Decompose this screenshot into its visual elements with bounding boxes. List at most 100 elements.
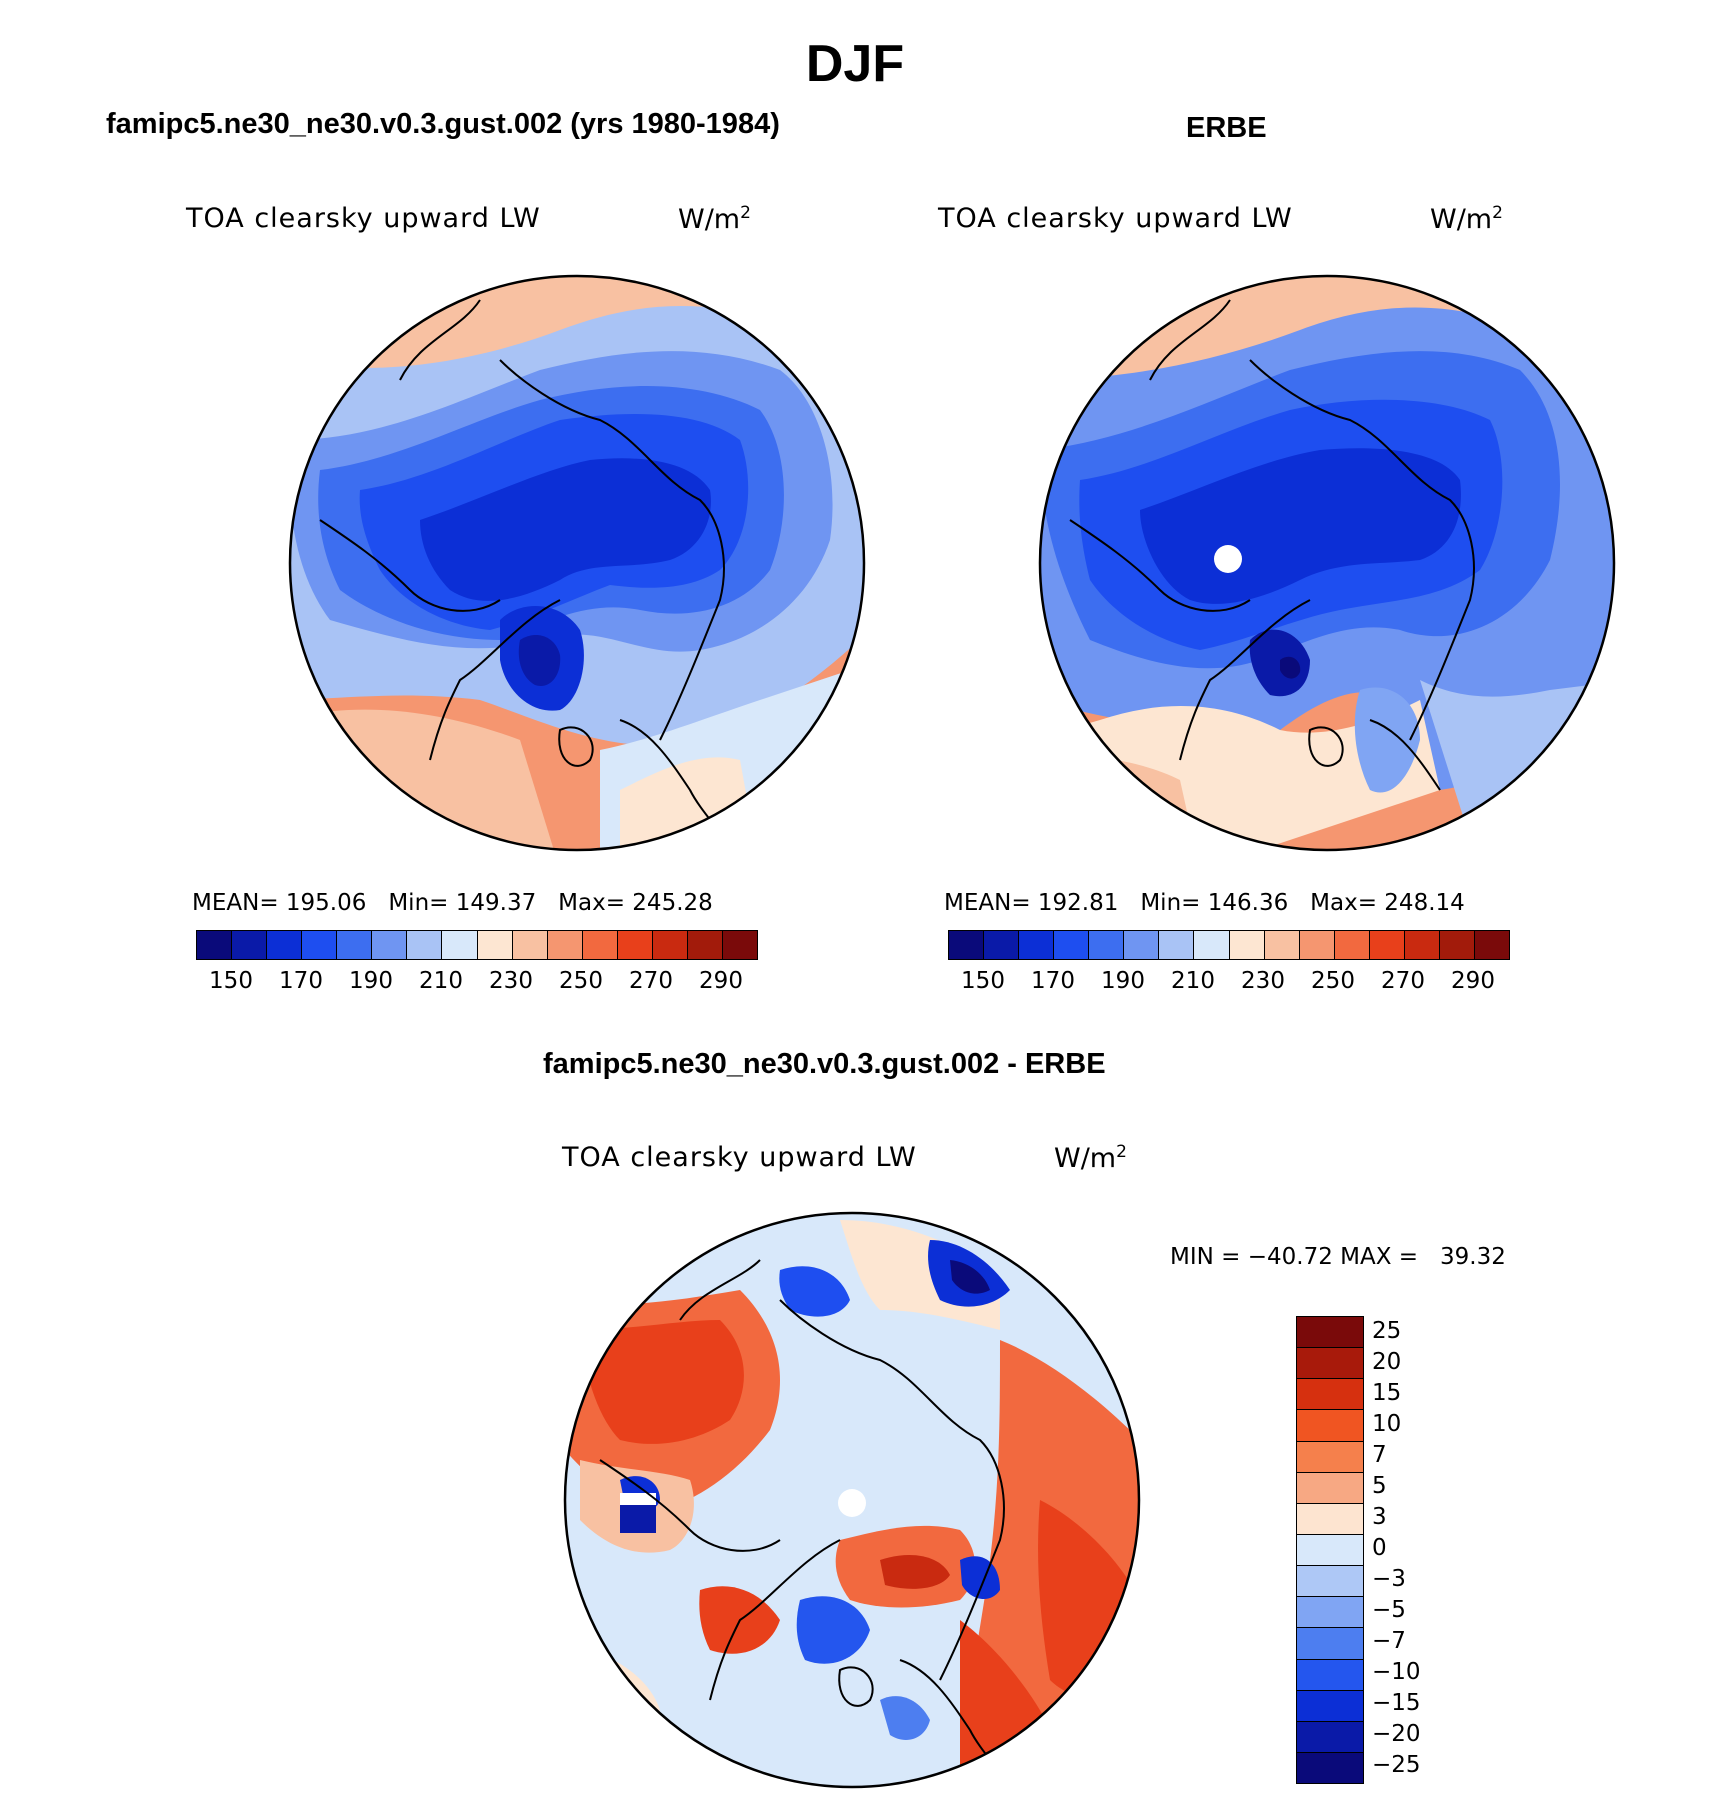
diff-colorbar-swatch	[1297, 1410, 1363, 1442]
diff-colorbar-swatch	[1297, 1628, 1363, 1660]
obs-colorbar-swatch	[1124, 931, 1160, 959]
obs-panel-title: ERBE	[1186, 112, 1267, 144]
diff-colorbar-labels: 25 20 15 10 7 5 3 0 −3 −5 −7 −10 −15 −20 −25	[1372, 1316, 1452, 1782]
diff-colorbar-tick-label: −20	[1372, 1721, 1421, 1748]
diff-minmax: MIN = −40.72 MAX = 39.32	[1170, 1244, 1506, 1270]
obs-colorbar-swatch	[1019, 931, 1055, 959]
obs-units: W/m2	[1430, 203, 1503, 235]
model-colorbar-tick-label: 190	[349, 968, 393, 994]
obs-colorbar-tick-label: 170	[1031, 968, 1075, 994]
obs-colorbar-swatch	[1334, 931, 1370, 959]
diff-colorbar-swatch	[1297, 1472, 1363, 1504]
diff-colorbar-tick-label: −7	[1372, 1628, 1406, 1655]
model-panel-title: famipc5.ne30_ne30.v0.3.gust.002 (yrs 198…	[106, 108, 780, 140]
obs-colorbar-swatch	[1299, 931, 1335, 959]
model-colorbar-swatch	[512, 931, 548, 959]
diff-colorbar-swatch	[1297, 1597, 1363, 1629]
obs-colorbar-tick-label: 290	[1451, 968, 1495, 994]
diff-colorbar-tick-label: −10	[1372, 1659, 1421, 1686]
model-colorbar-swatch	[337, 931, 373, 959]
diff-colorbar-swatch	[1297, 1659, 1363, 1691]
obs-colorbar-swatch	[1159, 931, 1195, 959]
diff-colorbar-tick-label: 5	[1372, 1472, 1387, 1499]
model-colorbar-swatch	[197, 931, 233, 959]
diff-colorbar-tick-label: −3	[1372, 1566, 1406, 1593]
model-units: W/m2	[678, 203, 751, 235]
obs-colorbar-tick-label: 190	[1101, 968, 1145, 994]
model-colorbar-tick-label: 250	[559, 968, 603, 994]
model-map-field	[290, 276, 864, 850]
obs-colorbar-swatch	[1474, 931, 1509, 959]
diff-colorbar-swatch	[1297, 1317, 1363, 1349]
diff-colorbar	[1296, 1316, 1364, 1784]
diff-colorbar-tick-label: 15	[1372, 1379, 1402, 1406]
model-colorbar-tick-label: 230	[489, 968, 533, 994]
model-colorbar-swatch	[267, 931, 303, 959]
diff-colorbar-swatch	[1297, 1721, 1363, 1753]
diff-colorbar-tick-label: 7	[1372, 1441, 1387, 1468]
model-colorbar-tick-label: 210	[419, 968, 463, 994]
model-colorbar-swatch	[302, 931, 338, 959]
model-stats: MEAN= 195.06 Min= 149.37 Max= 245.28	[192, 890, 713, 916]
obs-map-field	[1040, 276, 1614, 850]
diff-variable-label: TOA clearsky upward LW	[562, 1142, 917, 1173]
model-colorbar-labels: 150 170 190 210 230 250 270 290	[196, 968, 756, 998]
model-colorbar-swatch	[477, 931, 513, 959]
diff-panel-title: famipc5.ne30_ne30.v0.3.gust.002 - ERBE	[543, 1048, 1106, 1080]
model-colorbar-swatch	[617, 931, 653, 959]
diff-colorbar-tick-label: −5	[1372, 1597, 1406, 1624]
obs-colorbar-swatch	[1369, 931, 1405, 959]
model-colorbar-swatch	[372, 931, 408, 959]
diff-colorbar-tick-label: 0	[1372, 1535, 1387, 1561]
model-colorbar-swatch	[442, 931, 478, 959]
diff-colorbar-swatch	[1297, 1441, 1363, 1473]
obs-colorbar-tick-label: 150	[961, 968, 1005, 994]
diff-units: W/m2	[1054, 1142, 1127, 1174]
model-colorbar-swatch	[582, 931, 618, 959]
figure-title: DJF	[805, 35, 905, 93]
model-colorbar-tick-label: 290	[699, 968, 743, 994]
diff-colorbar-tick-label: 10	[1372, 1410, 1402, 1437]
obs-colorbar-tick-label: 210	[1171, 968, 1215, 994]
obs-colorbar-swatch	[1229, 931, 1265, 959]
model-variable-label: TOA clearsky upward LW	[186, 203, 541, 234]
model-colorbar-tick-label: 170	[279, 968, 323, 994]
obs-colorbar-labels: 150 170 190 210 230 250 270 290	[948, 968, 1508, 998]
model-colorbar-swatch	[547, 931, 583, 959]
obs-colorbar-swatch	[1439, 931, 1475, 959]
model-colorbar-swatch	[407, 931, 443, 959]
obs-colorbar-tick-label: 270	[1381, 968, 1425, 994]
model-colorbar-swatch	[687, 931, 723, 959]
obs-colorbar-tick-label: 230	[1241, 968, 1285, 994]
obs-colorbar	[948, 930, 1510, 960]
obs-colorbar-tick-label: 250	[1311, 968, 1355, 994]
diff-colorbar-swatch	[1297, 1690, 1363, 1722]
model-colorbar-swatch	[232, 931, 268, 959]
obs-colorbar-swatch	[1404, 931, 1440, 959]
obs-colorbar-swatch	[949, 931, 985, 959]
model-colorbar	[196, 930, 758, 960]
diff-colorbar-tick-label: −25	[1372, 1752, 1421, 1779]
model-colorbar-swatch	[652, 931, 688, 959]
diff-colorbar-swatch	[1297, 1752, 1363, 1784]
diff-colorbar-swatch	[1297, 1503, 1363, 1535]
diff-map-field	[565, 1213, 1139, 1787]
diff-colorbar-swatch	[1297, 1534, 1363, 1567]
diff-colorbar-tick-label: 3	[1372, 1503, 1387, 1530]
obs-variable-label: TOA clearsky upward LW	[938, 203, 1293, 234]
model-colorbar-swatch	[722, 931, 757, 959]
diff-colorbar-swatch	[1297, 1348, 1363, 1380]
diff-colorbar-swatch	[1297, 1566, 1363, 1598]
obs-colorbar-swatch	[1194, 931, 1230, 959]
diff-colorbar-swatch	[1297, 1379, 1363, 1411]
obs-stats: MEAN= 192.81 Min= 146.36 Max= 248.14	[944, 890, 1465, 916]
obs-colorbar-swatch	[984, 931, 1020, 959]
diff-colorbar-tick-label: −15	[1372, 1690, 1421, 1717]
diff-colorbar-tick-label: 20	[1372, 1348, 1402, 1375]
diff-colorbar-tick-label: 25	[1372, 1317, 1402, 1344]
obs-colorbar-swatch	[1054, 931, 1090, 959]
obs-colorbar-swatch	[1089, 931, 1125, 959]
model-colorbar-tick-label: 150	[209, 968, 253, 994]
obs-colorbar-swatch	[1264, 931, 1300, 959]
model-colorbar-tick-label: 270	[629, 968, 673, 994]
